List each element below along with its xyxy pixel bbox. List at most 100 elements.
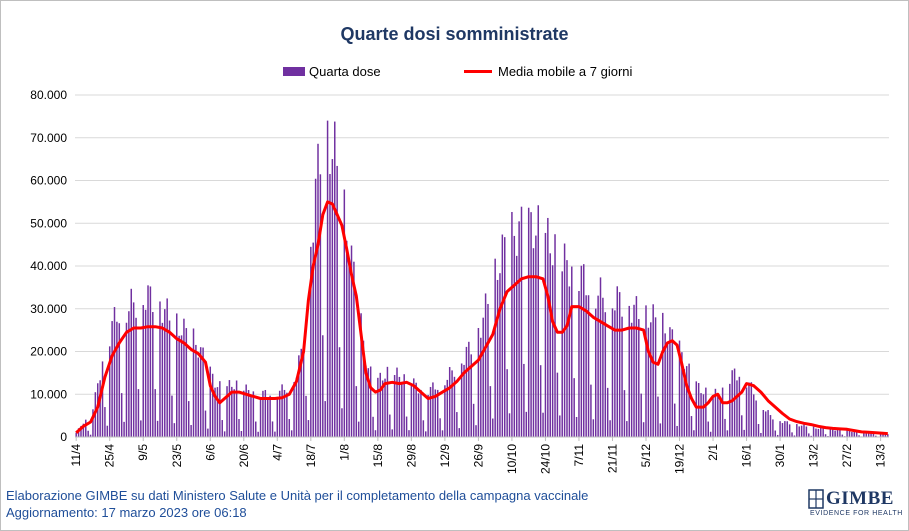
bar <box>372 416 374 437</box>
bar <box>767 410 769 437</box>
bar <box>75 432 77 437</box>
bar <box>602 297 604 437</box>
bar <box>173 423 176 437</box>
x-tick-label: 7/11 <box>572 444 586 467</box>
bar <box>350 245 353 437</box>
bar <box>362 340 365 437</box>
bar <box>618 292 621 437</box>
bar <box>85 419 87 437</box>
bar <box>456 412 458 437</box>
bar <box>204 410 207 437</box>
bar <box>494 258 496 437</box>
bar <box>216 387 219 437</box>
bar <box>336 165 338 437</box>
bar <box>745 387 748 437</box>
bar <box>839 429 841 437</box>
y-tick-label: 30.000 <box>30 302 67 316</box>
bar <box>527 207 530 437</box>
bar <box>403 374 405 437</box>
bar <box>506 369 508 437</box>
bar <box>810 435 812 437</box>
legend-label-line: Media mobile a 7 giorni <box>498 64 633 79</box>
bar <box>729 383 731 437</box>
bar <box>492 418 494 437</box>
bar <box>508 413 511 437</box>
bar <box>700 393 702 437</box>
bar <box>673 403 676 437</box>
bar <box>774 430 777 437</box>
bar <box>80 425 82 437</box>
bar <box>468 341 470 437</box>
bar <box>302 353 305 437</box>
bar <box>185 328 188 437</box>
bar <box>513 235 516 437</box>
bar <box>525 411 528 437</box>
bar <box>432 382 434 437</box>
logo-wordmark: GIMBE <box>826 488 894 509</box>
bar <box>626 421 628 437</box>
bar <box>530 212 532 437</box>
bar <box>192 328 195 437</box>
bar <box>805 426 808 437</box>
bar <box>879 433 882 437</box>
x-tick-label: 9/5 <box>136 444 150 461</box>
x-tick-label: 13/2 <box>807 444 821 468</box>
x-tick-label: 23/5 <box>170 444 184 468</box>
bar <box>243 390 245 437</box>
bar <box>875 435 877 437</box>
bar <box>470 354 472 437</box>
x-tick-label: 27/2 <box>840 444 854 468</box>
bar <box>611 308 614 437</box>
bar <box>604 312 607 437</box>
moving-average-line <box>75 200 888 436</box>
bar <box>865 432 867 437</box>
bar <box>669 327 671 437</box>
x-tick-label: 4/7 <box>270 444 284 461</box>
bar <box>803 424 805 437</box>
bar <box>266 397 269 437</box>
bar <box>820 427 822 437</box>
bar <box>721 387 724 437</box>
bar <box>348 263 350 437</box>
bar <box>89 434 92 437</box>
bar <box>434 389 437 437</box>
bar <box>697 382 700 437</box>
bar <box>448 367 451 437</box>
bar <box>757 424 760 437</box>
bar <box>381 380 384 437</box>
bar <box>652 304 654 437</box>
bar <box>647 327 650 437</box>
legend-swatch-line <box>464 70 492 73</box>
bar <box>559 415 561 437</box>
bar <box>791 432 793 437</box>
bar <box>410 386 413 437</box>
bar <box>575 416 578 437</box>
bar <box>597 295 599 437</box>
bar <box>848 430 851 437</box>
bar <box>719 398 721 437</box>
bar <box>130 288 133 437</box>
y-tick-label: 50.000 <box>30 216 67 230</box>
bar <box>310 246 312 437</box>
bar <box>846 430 848 437</box>
bar <box>223 431 226 437</box>
bar <box>475 425 477 437</box>
bar <box>683 369 686 437</box>
bar <box>135 317 137 437</box>
bar <box>815 428 817 437</box>
bar <box>884 433 887 437</box>
bar <box>724 418 726 437</box>
bar <box>817 428 820 437</box>
bar <box>108 346 111 437</box>
bar <box>676 425 678 437</box>
bar <box>290 430 293 437</box>
bar <box>369 366 372 437</box>
bar <box>460 363 463 437</box>
legend-item-bar: Quarta dose <box>283 64 381 79</box>
bar <box>377 377 379 437</box>
bar <box>360 313 362 437</box>
x-tick-label: 26/9 <box>471 444 485 468</box>
bar <box>257 431 259 437</box>
bar <box>187 401 190 437</box>
bar <box>101 361 104 437</box>
